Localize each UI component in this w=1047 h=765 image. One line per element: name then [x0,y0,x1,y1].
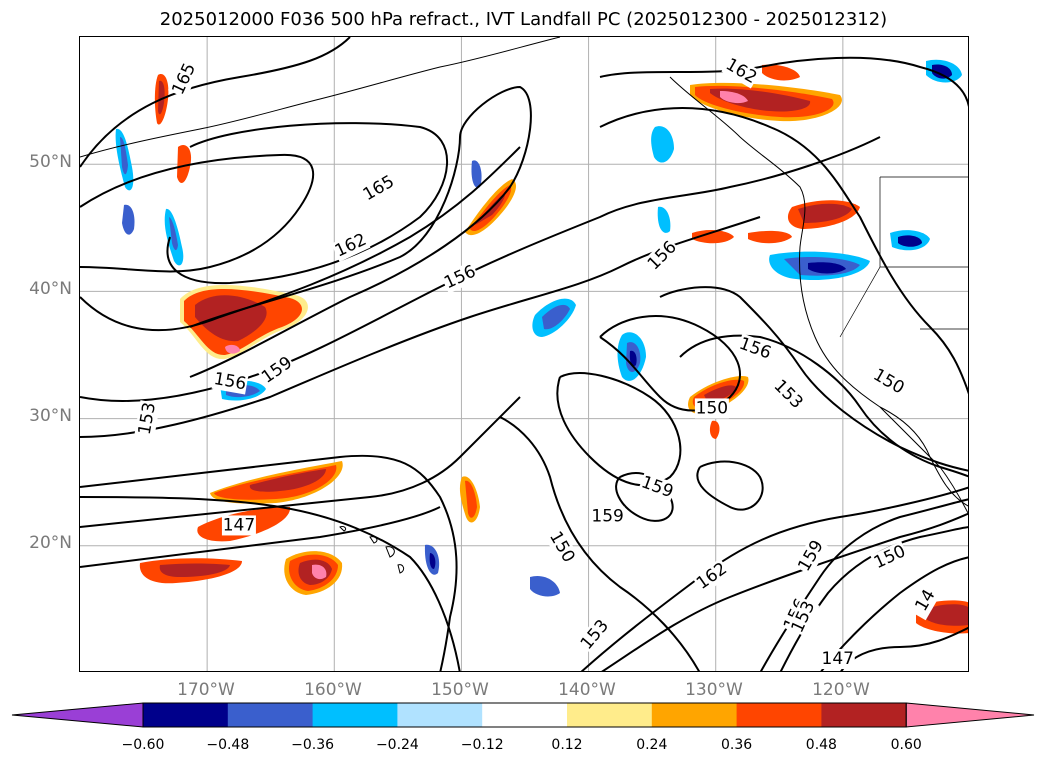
lat-label-40n: 40°N [29,279,72,299]
colorbar-swatch [651,703,738,727]
contour-label-background [692,558,732,595]
contour-label-background [590,506,625,527]
contour-line [580,486,968,671]
contour-label-layer: 1651651621561591561531561621561531501501… [134,54,943,670]
contour-label-background [721,54,761,89]
anomaly-patch [139,461,968,634]
colorbar-swatch [227,703,314,727]
colorbar-tick-label: −0.48 [206,737,250,753]
contour-label-background [793,536,829,576]
contour-line [556,372,682,487]
colorbar-swatches [11,702,1035,728]
contour-label-background [637,472,677,503]
contour-line [80,506,441,568]
contour-line [80,37,351,168]
contour-label-background [868,364,909,399]
contour-label: 147 [223,515,255,535]
contour-label-background [134,400,161,438]
lon-label-140w: 140°W [558,680,616,700]
colorbar-extend-high [905,702,1035,728]
lat-label-30n: 30°N [29,406,72,426]
contour-line [80,496,461,671]
colorbar-swatch [736,703,822,727]
contour-line [80,454,458,671]
colorbar-extend-low [11,702,144,728]
colorbar-tick-label: 0.48 [805,737,837,753]
anomaly-patch [532,298,646,381]
contour-line [659,286,968,472]
contour-line [599,107,968,395]
contour-label-background [168,59,201,99]
pacific-nw-coast [669,76,968,515]
colorbar-tick-label: 0.60 [890,737,922,753]
contour-label-background [221,515,256,536]
contour-label: 147 [822,649,854,669]
contour-line [679,334,968,478]
contour-label-background [870,541,910,574]
colorbar-tick-label: 0.12 [551,737,583,753]
colorbar-swatch [143,703,229,727]
colorbar-swatch [567,703,653,727]
contour-label-background [359,171,399,206]
colorbar-swatch [821,703,907,727]
colorbar-tick-label: −0.24 [375,737,419,753]
contour-line [189,85,532,378]
contour-label: 150 [696,398,728,418]
lon-label-160w: 160°W [304,680,362,700]
lon-label-150w: 150°W [431,680,489,700]
contour-label-background [331,229,371,262]
colorbar-tick-label: 0.36 [721,737,753,753]
colorbar-frame [142,702,907,728]
colorbar-tick-label: −0.12 [460,737,504,753]
contour-label-background [694,398,729,419]
contour-label-background [257,352,297,389]
colorbar-tick-label: −0.36 [291,737,335,753]
contour-line [80,153,314,273]
lon-label-120w: 120°W [812,680,870,700]
contour-label-background [769,375,808,414]
contour-line [499,416,700,671]
lat-label-20n: 20°N [29,533,72,553]
alaska-coast [80,37,561,158]
colorbar-tick-label: 0.24 [636,737,668,753]
anomaly-patch [690,64,860,244]
lon-label-170w: 170°W [177,680,235,700]
refractivity-contour-layer [80,37,968,671]
lon-label-130w: 130°W [685,680,743,700]
colorbar-swatch [312,703,398,727]
contour-label-background [643,236,682,275]
contour-line [599,315,741,412]
contour-line [696,460,764,511]
contour-label-background [440,261,480,294]
contour-line [599,56,968,108]
anomaly-patch [180,284,308,360]
colorbar-swatch [397,703,483,727]
contour-label-background [908,580,943,621]
colorbar-tick-label: −0.60 [121,737,165,753]
lat-label-50n: 50°N [29,152,72,172]
contour-line [80,146,521,332]
contour-line [166,122,448,285]
contour-label-background [735,333,775,364]
contour-line [80,396,521,528]
contour-label-background [787,597,820,637]
map-title: 2025012000 F036 500 hPa refract., IVT La… [159,9,888,30]
baja-coast [879,406,968,507]
contour-label-background [820,649,855,670]
contour-label-background [544,527,580,567]
state-border-4 [839,177,881,338]
contour-label-background [576,615,614,655]
anomaly-patch [220,59,962,401]
contour-line [601,512,968,671]
map-panel: 165 165 162 156 159 156 153 156 162 156 153 150 150 1… [79,36,969,672]
contour-label-background [211,368,249,395]
contour-label: 159 [591,507,623,527]
map-canvas: 1651651621561591561531561621561531501501… [80,37,968,671]
hawaii-islands [339,526,405,574]
coastline-layer [80,37,968,574]
colorbar-swatch [482,703,568,727]
